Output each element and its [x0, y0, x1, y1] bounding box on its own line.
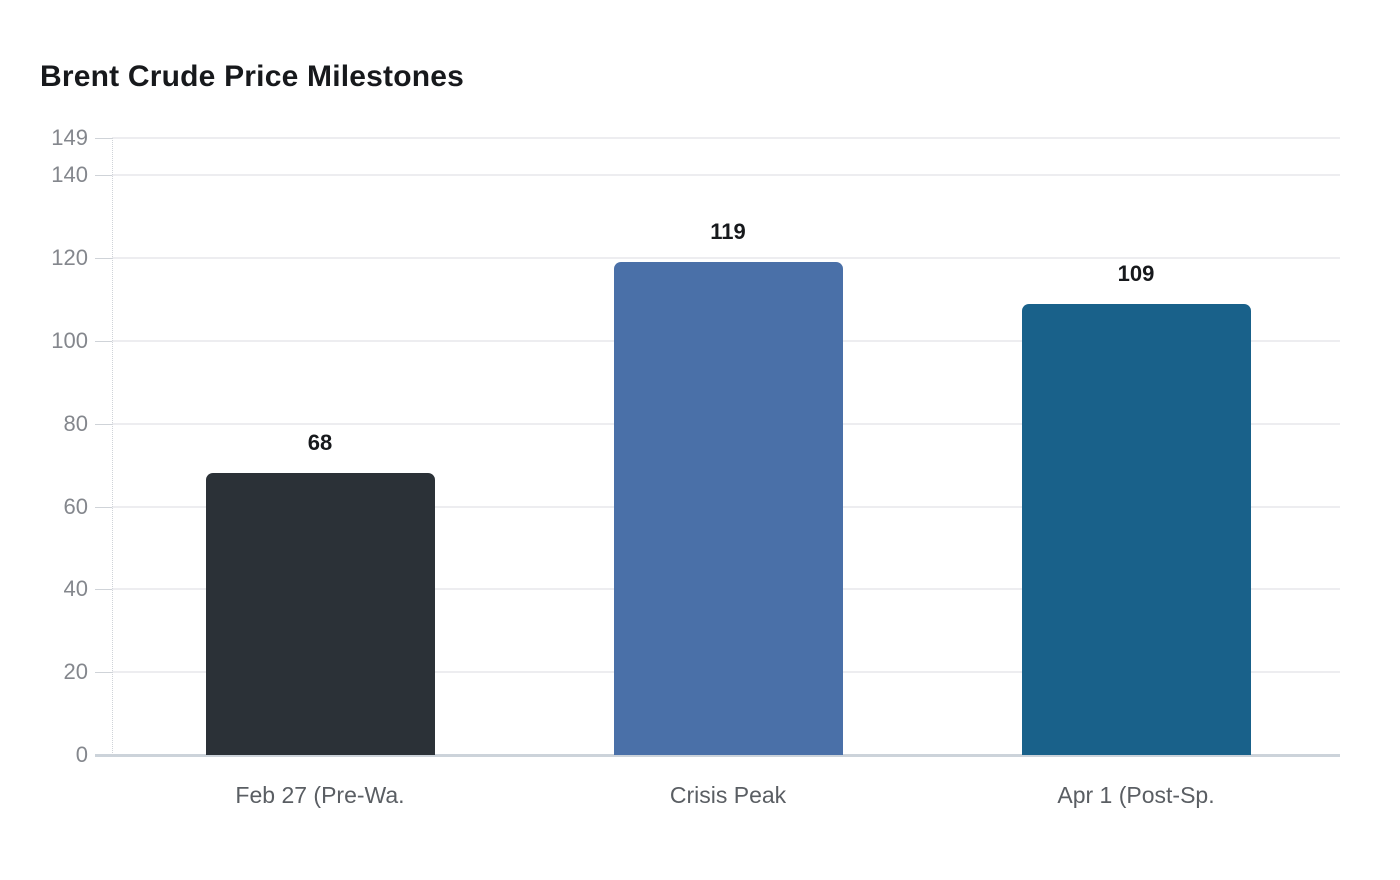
- bar: [205, 473, 435, 755]
- y-gridline: [112, 257, 1340, 260]
- y-tick-mark: [95, 672, 112, 674]
- y-tick-mark: [95, 506, 112, 508]
- y-tick-label: 0: [75, 742, 88, 767]
- y-axis-line: [112, 138, 113, 755]
- bar-value-label: 119: [710, 219, 746, 245]
- y-tick-label: 100: [51, 327, 88, 353]
- y-tick-mark: [95, 423, 112, 425]
- chart-title: Brent Crude Price Milestones: [40, 60, 465, 93]
- y-tick-label: 140: [51, 162, 88, 188]
- bar-value-label: 68: [307, 430, 333, 456]
- x-category-label: Apr 1 (Post-Sp.: [1057, 782, 1215, 808]
- y-tick-label: 60: [63, 493, 88, 519]
- x-category-label: Crisis Peak: [669, 782, 787, 808]
- y-tick-label: 120: [51, 245, 88, 271]
- y-tick-mark: [95, 340, 112, 342]
- y-gridline: [112, 137, 1340, 139]
- bar: [1021, 303, 1251, 755]
- y-tick-label: 20: [63, 659, 88, 685]
- y-gridline: [112, 174, 1340, 177]
- y-tick-label: 149: [51, 125, 88, 150]
- y-tick-mark: [95, 138, 112, 139]
- y-tick-mark: [95, 175, 112, 177]
- bar-value-label: 109: [1117, 260, 1155, 286]
- x-category-label: Feb 27 (Pre-Wa.: [235, 782, 405, 808]
- y-tick-mark: [95, 258, 112, 260]
- y-tick-label: 80: [63, 410, 88, 436]
- y-tick-mark: [95, 589, 112, 591]
- y-tick-label: 40: [63, 576, 88, 602]
- bar: [613, 262, 843, 755]
- x-axis-baseline: [95, 754, 1340, 757]
